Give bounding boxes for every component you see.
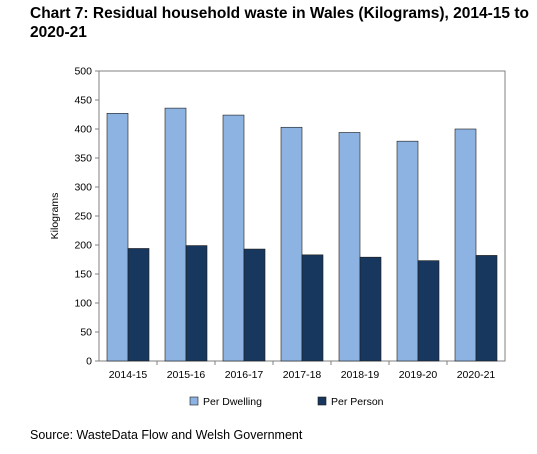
chart-title: Chart 7: Residual household waste in Wal… (30, 5, 529, 41)
y-axis-title: Kilograms (49, 193, 61, 240)
legend-swatch (189, 396, 199, 406)
y-tick-label: 450 (74, 95, 92, 107)
bar-per-person (417, 260, 440, 362)
bar-per-dwelling (106, 113, 129, 362)
bar-per-dwelling (164, 107, 187, 362)
bar-per-person (185, 245, 208, 362)
bar-per-dwelling (396, 140, 419, 362)
legend-swatch (317, 396, 327, 406)
y-tick-label: 200 (74, 240, 92, 252)
y-tick-label: 300 (74, 182, 92, 194)
bars-group (106, 107, 498, 362)
bar-per-person (127, 248, 150, 362)
y-tick-label: 50 (80, 327, 92, 339)
legend-label: Per Dwelling (203, 396, 262, 408)
legend: Per Dwelling Per Person (189, 396, 384, 408)
x-tick-label: 2014-15 (109, 369, 148, 381)
x-axis: 2014-15 2015-16 2016-17 2017-18 2018-19 2019-… (109, 361, 496, 381)
bar-per-dwelling (222, 114, 245, 362)
bar-per-person (475, 255, 498, 362)
bar-per-person (243, 248, 266, 362)
x-tick-label: 2019-20 (399, 369, 438, 381)
y-tick-label: 100 (74, 298, 92, 310)
x-tick-label: 2020-21 (457, 369, 496, 381)
y-tick-label: 350 (74, 153, 92, 165)
bar-per-dwelling (338, 132, 361, 362)
y-tick-label: 250 (74, 211, 92, 223)
y-tick-label: 0 (86, 356, 92, 368)
y-tick-label: 400 (74, 124, 92, 136)
bar-per-person (359, 256, 382, 362)
legend-label: Per Person (331, 396, 384, 408)
bar-per-dwelling (280, 126, 303, 362)
y-axis: 0 50 100 150 200 250 300 350 400 450 500 (74, 66, 99, 368)
x-tick-label: 2016-17 (225, 369, 264, 381)
x-tick-label: 2017-18 (283, 369, 322, 381)
x-tick-label: 2015-16 (167, 369, 206, 381)
y-tick-label: 500 (74, 66, 92, 78)
x-tick-label: 2018-19 (341, 369, 380, 381)
bar-per-person (301, 254, 324, 362)
bar-per-dwelling (454, 128, 477, 362)
y-tick-label: 150 (74, 269, 92, 281)
source-note: Source: WasteData Flow and Welsh Governm… (30, 428, 303, 442)
